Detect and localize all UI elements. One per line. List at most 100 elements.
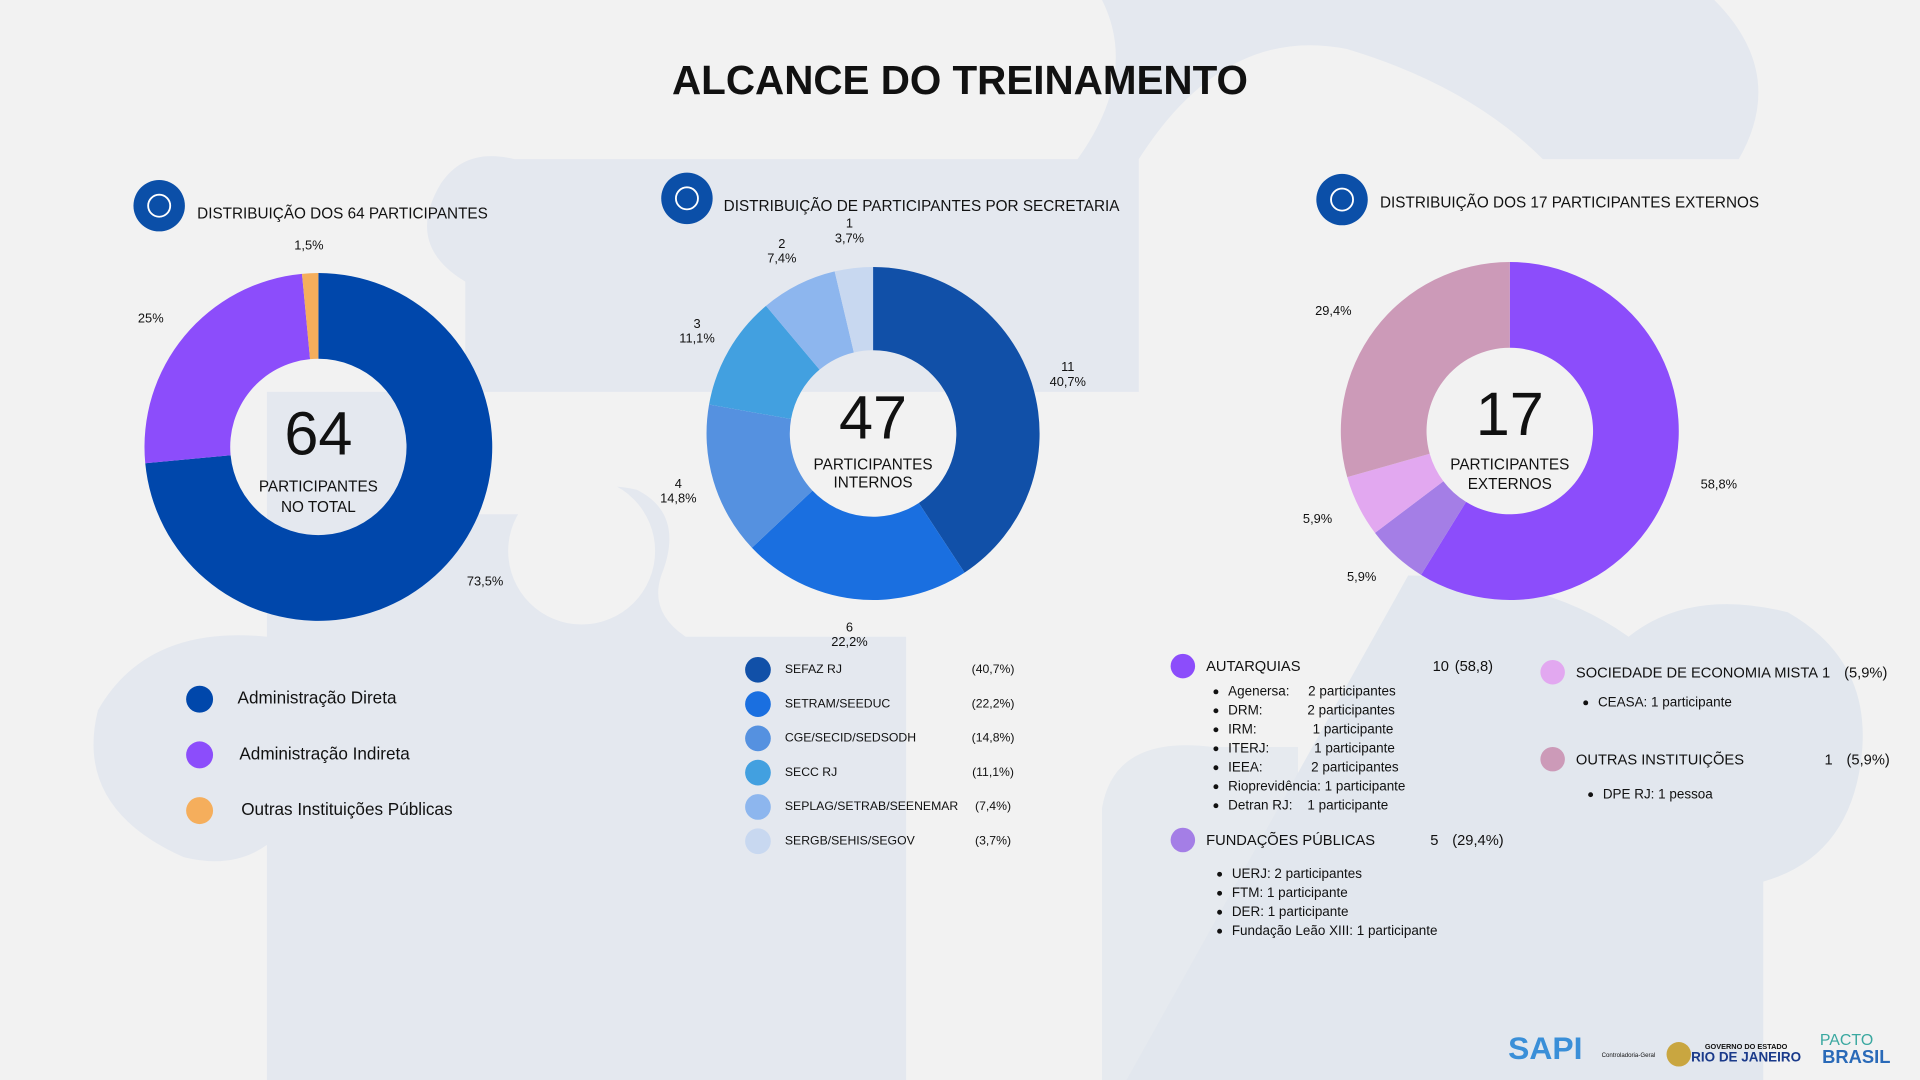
chart-title: DISTRIBUIÇÃO DOS 64 PARTICIPANTES [197, 205, 488, 222]
group-item: Agenersa: 2 participantes [1228, 683, 1396, 698]
legend-swatch [745, 759, 771, 786]
donut-slice [766, 271, 854, 370]
legend-percent: (22,2%) [972, 696, 1015, 710]
logo-sapi: SAPI [1508, 1030, 1582, 1066]
slice-count: 2 [778, 236, 785, 251]
bullet [1588, 792, 1594, 798]
legend-percent: (3,7%) [975, 833, 1011, 847]
legend-label: Administração Indireta [239, 743, 410, 763]
group-count: 5 [1430, 833, 1438, 849]
group-item: DRM: 2 participantes [1228, 702, 1395, 717]
legend-label: SETRAM/SEEDUC [785, 696, 891, 710]
group-item: IRM: 1 participante [1228, 721, 1393, 736]
donut-slice [873, 266, 1040, 573]
logo-brasil: BRASIL [1822, 1046, 1890, 1067]
group-count: 1 [1822, 665, 1830, 681]
slice-percent: 40,7% [1050, 374, 1086, 389]
donut-slice [709, 305, 820, 420]
charts: DISTRIBUIÇÃO DOS 64 PARTICIPANTES73,5%25… [133, 172, 1890, 938]
logo-gov-main: RIO DE JANEIRO [1691, 1050, 1801, 1065]
slice-label: 73,5% [467, 573, 503, 588]
donut-slice [144, 273, 311, 464]
center-label: INTERNOS [834, 475, 913, 492]
legend-percent: (11,1%) [972, 765, 1014, 779]
group-item: Detran RJ: 1 participante [1228, 797, 1388, 812]
legend-label: SEPLAG/SETRAB/SEENEMAR [785, 799, 959, 813]
slice-label: 5,9% [1303, 511, 1332, 526]
donut-slice [706, 404, 813, 548]
slice-percent: 22,2% [831, 634, 867, 649]
group-name: OUTRAS INSTITUIÇÕES [1576, 751, 1744, 768]
logo-cge: Controladoria-Geral [1602, 1052, 1656, 1059]
legend-label: Administração Direta [238, 688, 397, 708]
slice-percent: 7,4% [767, 251, 796, 266]
center-label: NO TOTAL [281, 499, 356, 516]
logo-gov-top: GOVERNO DO ESTADO [1705, 1042, 1788, 1051]
group-swatch [1170, 827, 1196, 853]
title-icon-glyph [675, 186, 699, 211]
group-item: ITERJ: 1 participante [1228, 740, 1395, 755]
group-item: FTM: 1 participante [1232, 885, 1348, 900]
legend-swatch [186, 797, 214, 825]
center-label: PARTICIPANTES [814, 456, 933, 473]
group-item: Fundação Leão XIII: 1 participante [1232, 923, 1438, 938]
slice-percent: 3,7% [835, 230, 864, 245]
center-value: 64 [284, 400, 352, 468]
logo-pacto: PACTO [1820, 1032, 1873, 1049]
bullet [1213, 803, 1219, 809]
center-label: PARTICIPANTES [1450, 456, 1569, 473]
group-swatch [1170, 653, 1196, 679]
group-count: 1 [1824, 752, 1832, 768]
bullet [1213, 689, 1219, 695]
center-label: PARTICIPANTES [259, 478, 378, 495]
donut-slice [1340, 262, 1510, 478]
group-swatch [1540, 746, 1565, 772]
footer-logos: SAPI Controladoria-Geral GOVERNO DO ESTA… [1508, 1030, 1890, 1067]
slice-label: 58,8% [1701, 477, 1737, 492]
slice-count: 1 [846, 216, 853, 231]
slice-percent: 14,8% [660, 491, 696, 506]
group-swatch [1540, 660, 1565, 685]
group-name: SOCIEDADE DE ECONOMIA MISTA [1576, 665, 1818, 681]
title-icon-glyph [147, 193, 172, 218]
legend-swatch [745, 828, 771, 855]
legend-label: Outras Instituições Públicas [241, 799, 452, 819]
bullet [1213, 784, 1219, 790]
legend-label: SERGB/SEHIS/SEGOV [785, 833, 916, 847]
chart-title: DISTRIBUIÇÃO DOS 17 PARTICIPANTES EXTERN… [1380, 194, 1759, 211]
logo-crest [1666, 1042, 1692, 1067]
bullet [1213, 765, 1219, 771]
legend-percent: (40,7%) [972, 662, 1015, 676]
legend-swatch [745, 794, 771, 820]
donut-slice [145, 273, 493, 621]
page-title: ALCANCE DO TREINAMENTO [672, 57, 1248, 103]
donut-slice [834, 266, 874, 353]
slice-label: 25% [138, 310, 164, 325]
donut-slice [302, 273, 319, 360]
slice-percent: 11,1% [679, 331, 714, 346]
donut-slice [751, 490, 965, 600]
group-name: AUTARQUIAS [1206, 659, 1301, 675]
group-share: (58,8) [1455, 659, 1493, 675]
slice-label: 29,4% [1315, 303, 1351, 318]
legend-swatch [186, 685, 214, 713]
title-icon [133, 180, 185, 232]
slice-count: 3 [693, 316, 700, 331]
legend-label: SEFAZ RJ [785, 662, 842, 676]
donut-slice [1347, 453, 1444, 533]
bullet [1217, 928, 1223, 934]
group-item: IEEA: 2 participantes [1228, 759, 1399, 774]
legend-swatch [186, 741, 214, 769]
group-share: (29,4%) [1452, 833, 1503, 849]
legend-percent: (14,8%) [972, 731, 1015, 745]
slice-label: 5,9% [1347, 569, 1376, 584]
bullet [1217, 890, 1223, 896]
donut-slice [1421, 262, 1679, 600]
title-icon [1316, 173, 1368, 226]
legend-label: SECC RJ [785, 765, 837, 779]
group-item: CEASA: 1 participante [1598, 694, 1732, 709]
bullet [1583, 700, 1589, 706]
slice-label: 1,5% [294, 238, 323, 253]
chart-title: DISTRIBUIÇÃO DE PARTICIPANTES POR SECRET… [724, 198, 1121, 215]
